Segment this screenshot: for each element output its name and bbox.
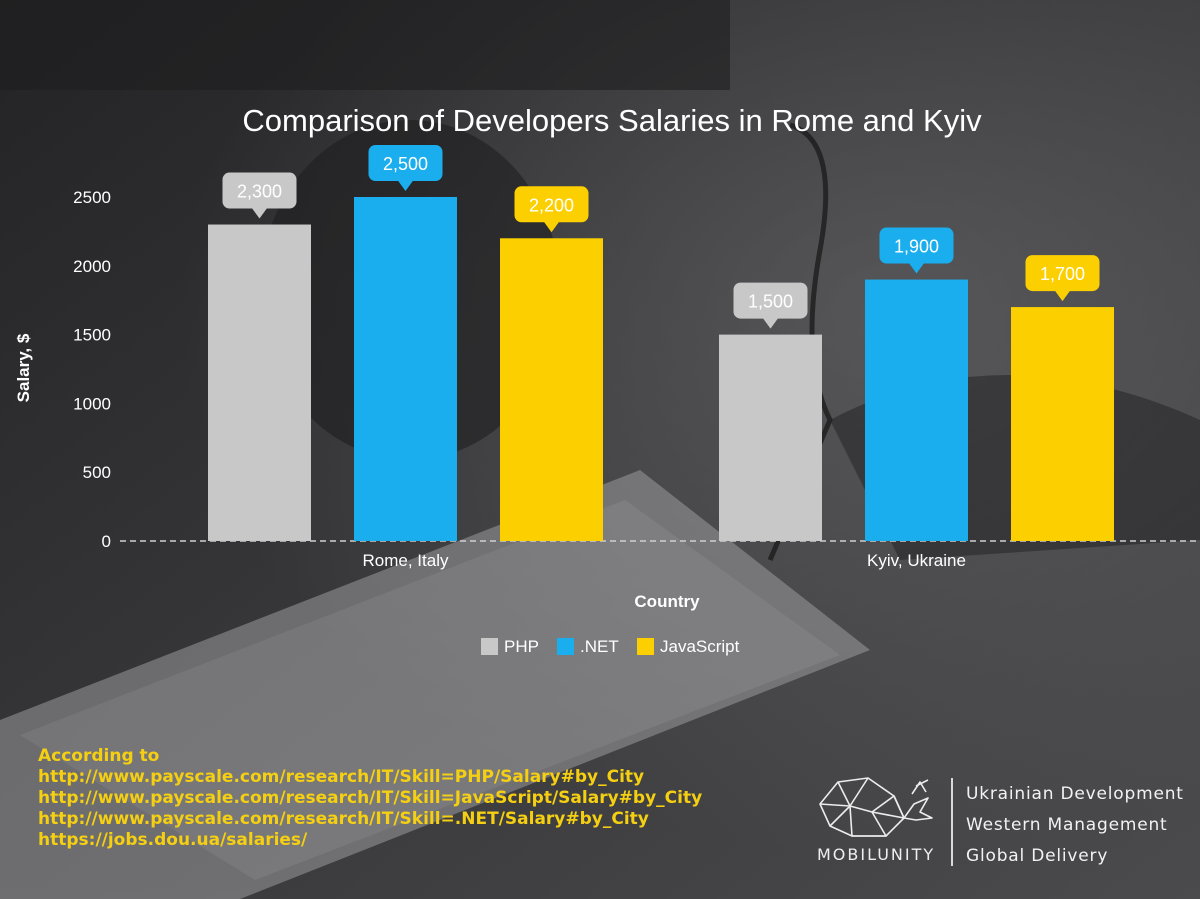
source-link[interactable]: https://jobs.dou.ua/salaries/: [38, 830, 308, 850]
data-label: 2,200: [529, 195, 574, 215]
tagline: Western Management: [966, 815, 1168, 835]
legend-swatch: [637, 638, 654, 655]
legend-swatch: [481, 638, 498, 655]
source-link[interactable]: http://www.payscale.com/research/IT/Skil…: [38, 788, 703, 808]
source-link[interactable]: http://www.payscale.com/research/IT/Skil…: [38, 809, 649, 829]
y-tick-label: 1500: [73, 326, 111, 345]
data-label-pointer: [543, 221, 560, 233]
data-label-pointer: [251, 207, 268, 219]
legend-label: .NET: [580, 637, 619, 656]
bar: [719, 334, 822, 541]
y-tick-label: 2000: [73, 257, 111, 276]
brand-divider: [951, 778, 953, 866]
bar: [208, 224, 311, 541]
y-tick-label: 500: [83, 463, 111, 482]
whale-logo-icon: [819, 777, 933, 837]
brand-block: MOBILUNITY Ukrainian Development Western…: [812, 770, 1192, 870]
bar: [500, 238, 603, 541]
sources-heading: According to: [38, 746, 160, 766]
legend-label: JavaScript: [660, 637, 740, 656]
brand-taglines: Ukrainian Development Western Management…: [966, 779, 1184, 872]
data-label: 1,900: [894, 237, 939, 257]
x-tick-label: Rome, Italy: [363, 551, 449, 570]
y-tick-label: 2500: [73, 188, 111, 207]
data-label-bubble: [514, 186, 589, 223]
data-label-bubble: [1025, 255, 1100, 292]
bar: [354, 197, 457, 541]
data-label-pointer: [762, 317, 779, 329]
bar: [1011, 307, 1114, 541]
y-axis-label: Salary, $: [14, 333, 33, 402]
data-label-bubble: [733, 282, 808, 319]
sources-block: According to http://www.payscale.com/res…: [38, 746, 702, 851]
source-link[interactable]: http://www.payscale.com/research/IT/Skil…: [38, 767, 645, 787]
tagline: Ukrainian Development: [966, 784, 1184, 804]
tagline: Global Delivery: [966, 846, 1109, 866]
legend-swatch: [557, 638, 574, 655]
y-tick-label: 1000: [73, 394, 111, 413]
data-label-bubble: [879, 227, 954, 264]
x-tick-label: Kyiv, Ukraine: [867, 551, 966, 570]
chart-title: Comparison of Developers Salaries in Rom…: [242, 103, 982, 138]
data-label-bubble: [222, 172, 297, 209]
data-label-bubble: [368, 145, 443, 181]
data-label-pointer: [908, 262, 925, 274]
data-label-pointer: [397, 180, 414, 191]
data-label: 1,500: [748, 292, 793, 312]
legend-label: PHP: [504, 637, 539, 656]
y-tick-label: 0: [102, 532, 111, 551]
data-label: 2,300: [237, 182, 282, 202]
x-axis-label: Country: [634, 592, 700, 611]
bar: [865, 279, 968, 541]
brand-name: MOBILUNITY: [817, 845, 936, 864]
data-label: 1,700: [1040, 264, 1085, 284]
data-label: 2,500: [383, 154, 428, 174]
keyboard-shape: [0, 470, 870, 899]
data-label-pointer: [1054, 290, 1071, 302]
